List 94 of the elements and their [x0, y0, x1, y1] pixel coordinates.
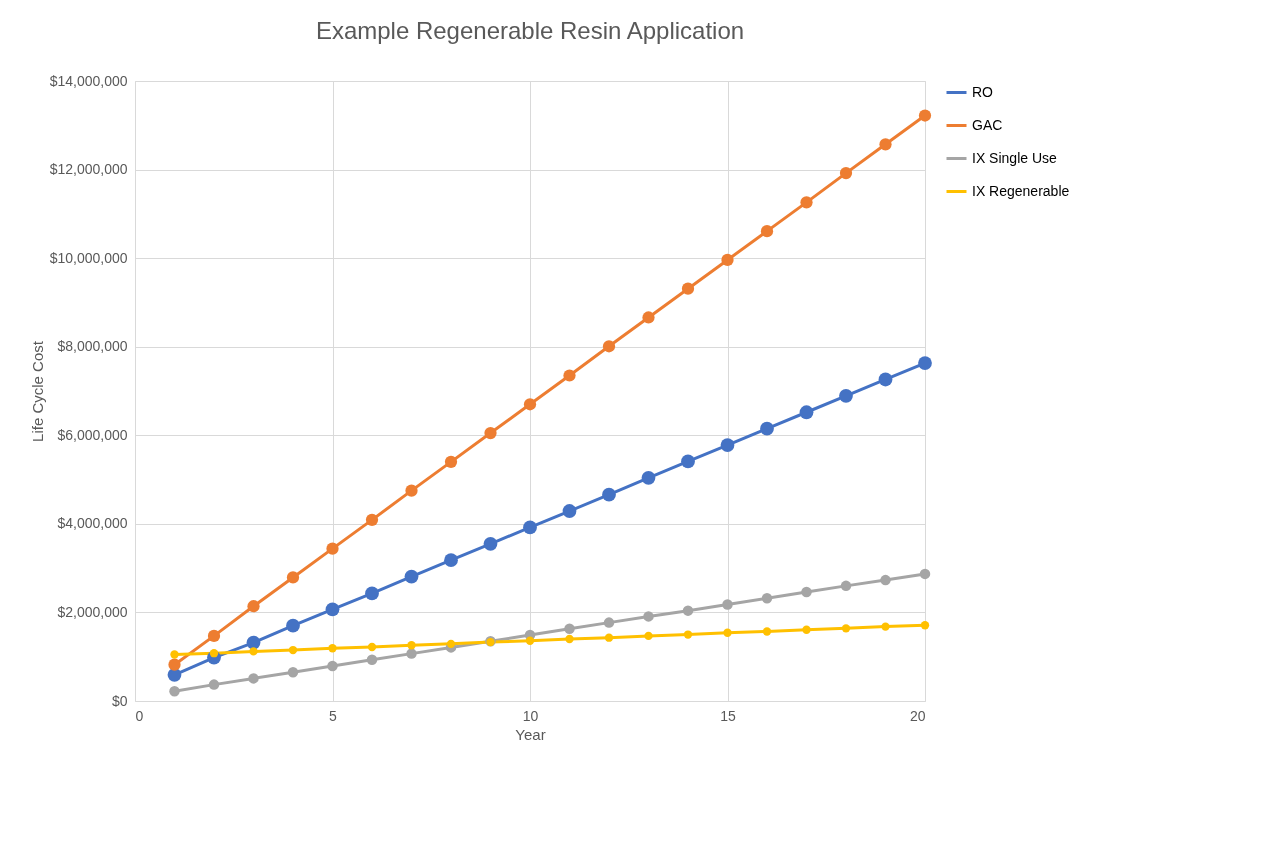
point	[762, 627, 772, 636]
y-tick-label: $10,000,000	[49, 249, 128, 266]
point	[721, 253, 734, 267]
y-tick-label: $14,000,000	[49, 72, 128, 89]
y-tick-label: $2,000,000	[57, 603, 128, 620]
point	[565, 634, 574, 644]
point	[326, 542, 339, 555]
point	[444, 455, 458, 468]
point	[920, 621, 930, 630]
point	[878, 372, 893, 387]
point	[208, 679, 220, 690]
point	[209, 649, 219, 658]
y-tick-label: $12,000,000	[49, 161, 128, 178]
y-tick-label: $4,000,000	[57, 515, 128, 532]
point	[365, 586, 379, 601]
point	[523, 398, 537, 411]
point	[246, 635, 261, 650]
point	[564, 623, 575, 635]
legend-label: IX Regenerable	[972, 182, 1070, 199]
point	[840, 580, 852, 592]
point	[169, 686, 180, 697]
point	[641, 470, 656, 485]
legend-label: RO	[972, 83, 994, 100]
point	[444, 553, 458, 568]
point	[563, 369, 576, 382]
point	[644, 631, 653, 641]
point	[327, 660, 338, 672]
point	[681, 282, 695, 295]
point	[286, 618, 300, 633]
point	[839, 388, 853, 403]
point	[603, 617, 615, 628]
point	[170, 650, 179, 659]
point	[801, 586, 812, 598]
x-tick-label: 15	[720, 707, 736, 724]
point	[722, 599, 733, 610]
point	[881, 622, 890, 631]
point	[919, 568, 931, 580]
x-axis-title: Year	[515, 725, 546, 743]
point	[802, 625, 811, 634]
legend-label: IX Single Use	[972, 149, 1058, 166]
point	[286, 571, 300, 584]
point	[446, 639, 456, 649]
point	[325, 602, 340, 617]
point	[839, 167, 853, 180]
x-tick-label: 20	[909, 707, 926, 724]
point	[484, 426, 497, 440]
point	[288, 645, 298, 655]
point	[562, 504, 577, 518]
point	[168, 658, 181, 671]
y-axis-title: Life Cycle Cost	[28, 340, 46, 442]
point	[841, 624, 851, 633]
point	[681, 454, 695, 469]
point	[407, 641, 416, 650]
point	[683, 630, 693, 639]
point	[760, 421, 774, 436]
chart-title: Example Regenerable Resin Application	[315, 17, 745, 44]
point	[918, 109, 932, 122]
x-tick-label: 5	[329, 707, 338, 724]
point	[642, 311, 655, 324]
point	[602, 487, 616, 502]
point	[761, 593, 773, 604]
legend-label: GAC	[972, 116, 1003, 133]
point	[366, 654, 378, 666]
point	[604, 633, 614, 642]
point	[602, 340, 616, 353]
y-tick-label: $6,000,000	[57, 426, 128, 443]
point	[643, 611, 654, 622]
point	[918, 356, 932, 370]
point	[682, 605, 694, 616]
point	[404, 569, 419, 584]
x-tick-label: 0	[135, 707, 144, 724]
point	[248, 673, 259, 684]
point	[760, 225, 774, 238]
point	[720, 438, 735, 452]
point	[247, 600, 260, 613]
point	[406, 648, 417, 659]
point	[287, 666, 299, 678]
point	[523, 520, 537, 535]
point	[799, 405, 814, 420]
point	[723, 628, 732, 637]
point	[207, 629, 221, 643]
point	[525, 636, 535, 645]
point	[405, 484, 418, 497]
point	[249, 647, 258, 656]
x-tick-label: 10	[522, 707, 539, 724]
point	[328, 644, 337, 653]
y-tick-label: $0	[111, 692, 128, 709]
point	[365, 513, 379, 526]
point	[800, 196, 813, 209]
point	[879, 138, 892, 151]
point	[880, 574, 891, 586]
y-tick-label: $8,000,000	[57, 338, 128, 355]
point	[483, 536, 498, 551]
point	[367, 642, 377, 652]
